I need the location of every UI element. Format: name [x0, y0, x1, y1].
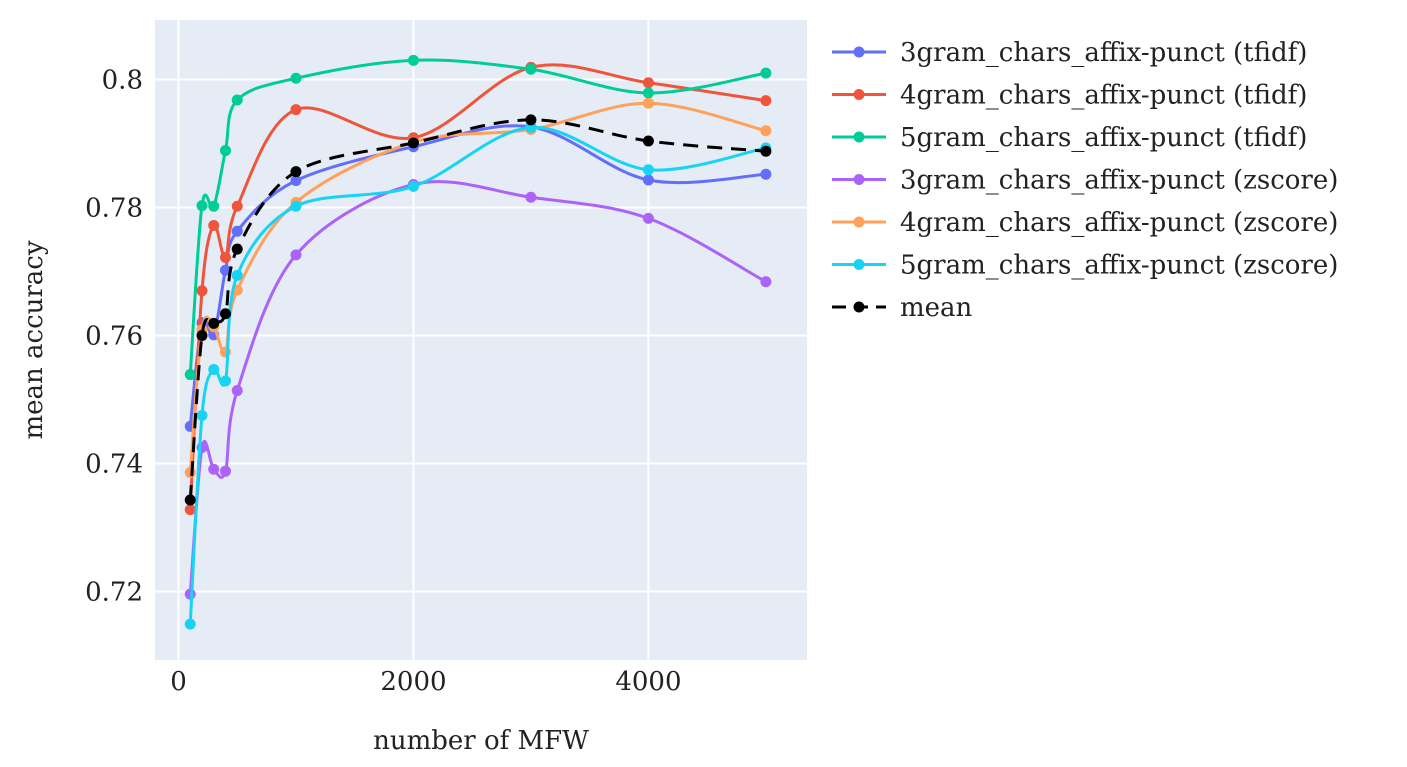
data-point [231, 225, 243, 237]
data-point [219, 465, 231, 477]
data-point [184, 369, 196, 381]
data-point [219, 308, 231, 320]
y-tick-label: 0.8 [102, 66, 143, 96]
data-point [208, 363, 220, 375]
legend-label: 4gram_chars_affix-punct (zscore) [900, 208, 1338, 238]
legend-marker [853, 46, 865, 58]
legend-item: 3gram_chars_affix-punct (zscore) [832, 166, 1338, 196]
data-point [196, 410, 208, 422]
legend-item: mean [832, 293, 973, 323]
data-point [219, 346, 231, 358]
data-point [525, 191, 537, 203]
data-point [290, 175, 302, 187]
grid-lines [155, 20, 807, 660]
y-axis-title: mean accuracy [19, 240, 49, 439]
data-point [196, 200, 208, 212]
data-point [231, 269, 243, 281]
legend-item: 3gram_chars_affix-punct (tfidf) [832, 38, 1307, 68]
data-point [196, 330, 208, 342]
series-2 [184, 54, 772, 381]
data-point [642, 174, 654, 186]
data-point [760, 95, 772, 107]
legend-item: 4gram_chars_affix-punct (zscore) [832, 208, 1338, 238]
data-point [208, 219, 220, 231]
series-line [188, 58, 767, 375]
data-point [642, 77, 654, 89]
y-tick-label: 0.78 [85, 194, 143, 224]
x-tick-labels: 0 2000 4000 [170, 667, 681, 697]
data-point [208, 200, 220, 212]
data-point [290, 72, 302, 84]
data-point [642, 212, 654, 224]
data-point [407, 180, 419, 192]
data-point [642, 135, 654, 147]
series-6 [184, 114, 772, 506]
data-point [219, 251, 231, 263]
data-point [642, 87, 654, 99]
data-point [290, 104, 302, 116]
x-axis-title: number of MFW [373, 726, 589, 756]
data-point [184, 618, 196, 630]
legend-marker [853, 301, 865, 313]
data-point [219, 264, 231, 276]
data-point [407, 54, 419, 66]
data-point [760, 145, 772, 157]
data-point [184, 504, 196, 516]
x-tick-label: 4000 [615, 667, 681, 697]
data-point [407, 137, 419, 149]
y-tick-label: 0.72 [85, 578, 143, 608]
data-point [231, 385, 243, 397]
legend-label: 5gram_chars_affix-punct (tfidf) [900, 123, 1307, 153]
data-point [208, 317, 220, 329]
data-point [525, 63, 537, 75]
y-tick-labels: 0.72 0.74 0.76 0.78 0.8 [85, 66, 143, 608]
series-line [188, 118, 767, 501]
x-tick-label: 2000 [380, 667, 446, 697]
data-point [196, 285, 208, 297]
legend-label: 3gram_chars_affix-punct (zscore) [900, 166, 1338, 196]
legend-marker [853, 216, 865, 228]
legend-marker [853, 131, 865, 143]
data-point [208, 463, 220, 475]
legend-label: mean [900, 293, 973, 323]
legend-item: 4gram_chars_affix-punct (tfidf) [832, 81, 1307, 111]
series-5 [184, 122, 772, 630]
data-point [219, 145, 231, 157]
legend-label: 4gram_chars_affix-punct (tfidf) [900, 81, 1307, 111]
data-point [290, 249, 302, 261]
legend-marker [853, 174, 865, 185]
series-line [188, 63, 767, 510]
series-layer [184, 54, 772, 630]
data-point [760, 67, 772, 79]
y-tick-label: 0.74 [85, 450, 143, 480]
data-point [231, 94, 243, 106]
series-line [188, 126, 767, 625]
data-point [231, 200, 243, 212]
data-point [642, 97, 654, 109]
data-point [760, 125, 772, 137]
data-point [525, 122, 537, 134]
data-point [760, 168, 772, 180]
data-point [184, 466, 196, 478]
series-3 [184, 178, 772, 600]
legend-label: 3gram_chars_affix-punct (tfidf) [900, 38, 1307, 68]
data-point [231, 243, 243, 255]
legend: 3gram_chars_affix-punct (tfidf) 4gram_cha… [832, 38, 1338, 323]
data-point [525, 114, 537, 126]
legend-marker [853, 259, 865, 270]
data-point [184, 494, 196, 506]
legend-item: 5gram_chars_affix-punct (tfidf) [832, 123, 1307, 153]
data-point [290, 166, 302, 178]
data-point [219, 375, 231, 387]
data-point [760, 276, 772, 288]
legend-label: 5gram_chars_affix-punct (zscore) [900, 251, 1338, 281]
y-tick-label: 0.76 [85, 322, 143, 352]
legend-item: 5gram_chars_affix-punct (zscore) [832, 251, 1338, 281]
legend-marker [853, 89, 865, 100]
data-point [642, 164, 654, 176]
data-point [290, 200, 302, 212]
x-tick-label: 0 [170, 667, 187, 697]
